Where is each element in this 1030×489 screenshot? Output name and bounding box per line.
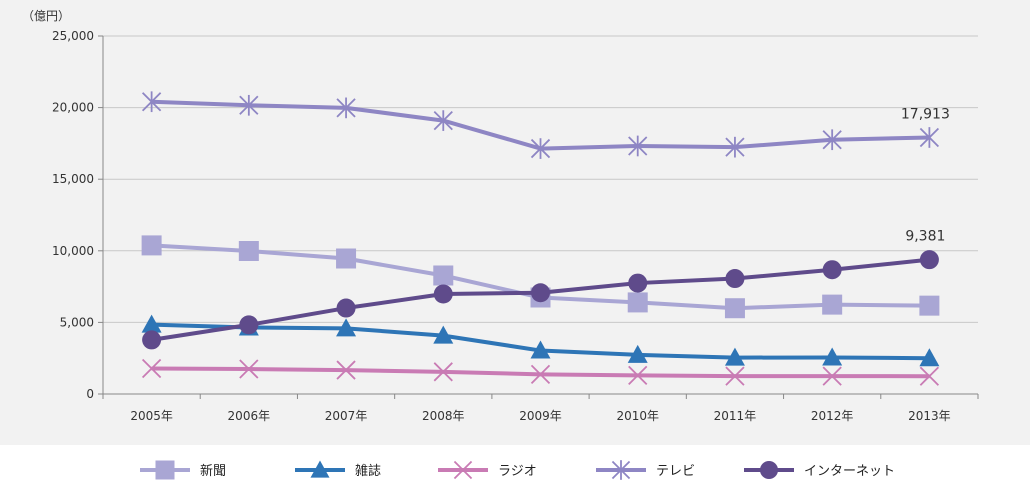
x-tick-label: 2007年 [325, 409, 368, 423]
data-point [724, 298, 745, 319]
data-point [919, 250, 939, 270]
y-tick-label: 15,000 [52, 172, 94, 186]
data-point [628, 135, 648, 157]
data-point [531, 283, 550, 303]
data-point [336, 318, 357, 337]
data-point [433, 325, 454, 344]
data-point [141, 91, 162, 113]
y-tick-label: 0 [86, 387, 94, 401]
legend-label: 新聞 [200, 463, 226, 479]
y-tick-label: 5,000 [60, 315, 94, 329]
legend-label: テレビ [656, 464, 695, 479]
legend-item: 新聞 [140, 460, 226, 480]
x-tick-label: 2006年 [228, 409, 271, 423]
data-point [725, 366, 745, 386]
data-point [433, 110, 453, 131]
legend-item: ラジオ [438, 460, 537, 480]
data-point [336, 298, 356, 318]
data-point [433, 265, 454, 286]
data-point [822, 294, 843, 315]
legend-label: 雑誌 [355, 463, 381, 479]
legend-marker [611, 460, 631, 480]
data-point [433, 284, 453, 304]
data-label: 9,381 [905, 229, 945, 245]
plot-background [0, 0, 1030, 445]
axes [98, 35, 979, 399]
legend-item: インターネット [744, 460, 895, 480]
x-tick-label: 2013年 [908, 409, 951, 423]
data-point [628, 273, 648, 293]
data-point [822, 347, 843, 366]
legend-marker [759, 460, 779, 480]
data-point [336, 97, 356, 119]
series-1 [141, 314, 940, 367]
data-point [142, 330, 162, 350]
data-point [822, 260, 842, 280]
data-point [822, 366, 842, 386]
data-point [628, 365, 648, 386]
legend-marker [310, 460, 330, 478]
legend-marker [453, 460, 473, 480]
data-point [627, 344, 648, 363]
data-point [919, 127, 940, 148]
legend-marker [155, 460, 175, 480]
data-point [822, 129, 842, 151]
data-point [919, 366, 940, 386]
data-point [530, 340, 551, 359]
data-point [725, 136, 745, 158]
x-tick-label: 2005年 [130, 409, 173, 423]
legend-label: ラジオ [498, 464, 537, 479]
data-point [433, 362, 453, 382]
data-point [239, 94, 259, 116]
data-point [141, 358, 162, 379]
data-label: 17,913 [901, 106, 950, 122]
data-point [238, 241, 259, 262]
series-2 [141, 358, 940, 386]
x-tick-label: 2009年 [519, 409, 562, 423]
x-tick-label: 2008年 [422, 409, 465, 423]
data-point [725, 269, 745, 289]
data-point [239, 359, 259, 379]
series-4 [142, 250, 939, 350]
y-axis-unit-label: （億円） [22, 9, 70, 23]
data-point [141, 235, 162, 256]
legend-item: テレビ [596, 460, 695, 480]
y-tick-labels: 0 5,000 10,000 15,000 20,000 25,000 [52, 29, 94, 401]
data-point [919, 295, 940, 316]
data-annotations: 17,913 9,381 [901, 106, 950, 244]
series-3 [141, 91, 940, 159]
y-tick-label: 10,000 [52, 244, 94, 258]
x-tick-label: 2010年 [616, 409, 659, 423]
data-point [336, 248, 357, 269]
legend: 新聞 雑誌 ラジオ テレビ インターネット [140, 460, 895, 480]
data-point [530, 364, 551, 385]
legend-label: インターネット [804, 464, 895, 479]
data-point [239, 315, 259, 335]
data-point [724, 347, 745, 366]
data-point [141, 314, 162, 333]
y-tick-label: 20,000 [52, 101, 94, 115]
y-tick-label: 25,000 [52, 29, 94, 43]
data-point [530, 138, 551, 159]
series-group [141, 91, 940, 386]
data-point [627, 292, 648, 313]
x-tick-label: 2011年 [714, 409, 757, 423]
legend-item: 雑誌 [295, 460, 381, 479]
x-tick-label: 2012年 [811, 409, 854, 423]
data-point [919, 348, 940, 367]
data-point [336, 360, 356, 380]
x-tick-labels: 2005年 2006年 2007年 2008年 2009年 2010年 2011年 2012年… [130, 409, 950, 423]
